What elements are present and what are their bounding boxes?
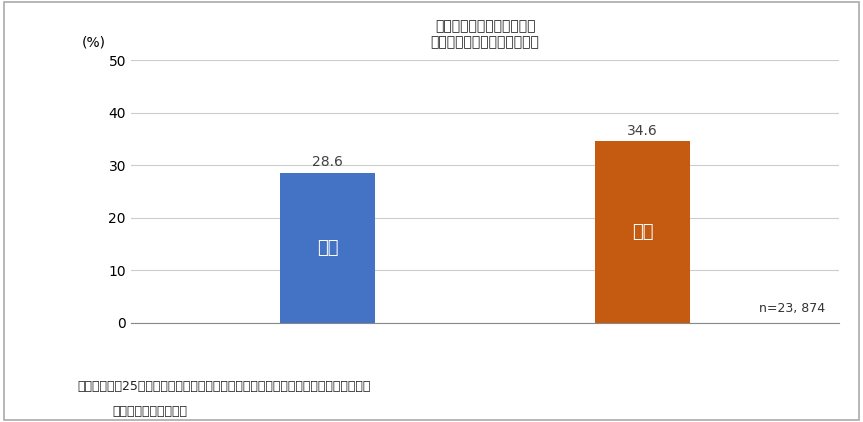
Text: 男性: 男性 xyxy=(317,238,338,257)
Title: 地域のボランティア活動や
趣味のグループへの参加状況: 地域のボランティア活動や 趣味のグループへの参加状況 xyxy=(431,19,539,49)
Bar xyxy=(280,173,375,322)
Text: （東京都福祉保健局）: （東京都福祉保健局） xyxy=(112,405,187,418)
Text: 出典：「平成25年度　都民の健康や地域とのつながりに関する意識・活動状況調査」: 出典：「平成25年度 都民の健康や地域とのつながりに関する意識・活動状況調査」 xyxy=(78,380,371,393)
Text: 34.6: 34.6 xyxy=(627,124,658,138)
Bar xyxy=(595,141,690,322)
Text: 28.6: 28.6 xyxy=(312,155,343,169)
Text: (%): (%) xyxy=(81,36,105,50)
Text: 女性: 女性 xyxy=(632,223,653,241)
Text: n=23, 874: n=23, 874 xyxy=(759,302,825,315)
